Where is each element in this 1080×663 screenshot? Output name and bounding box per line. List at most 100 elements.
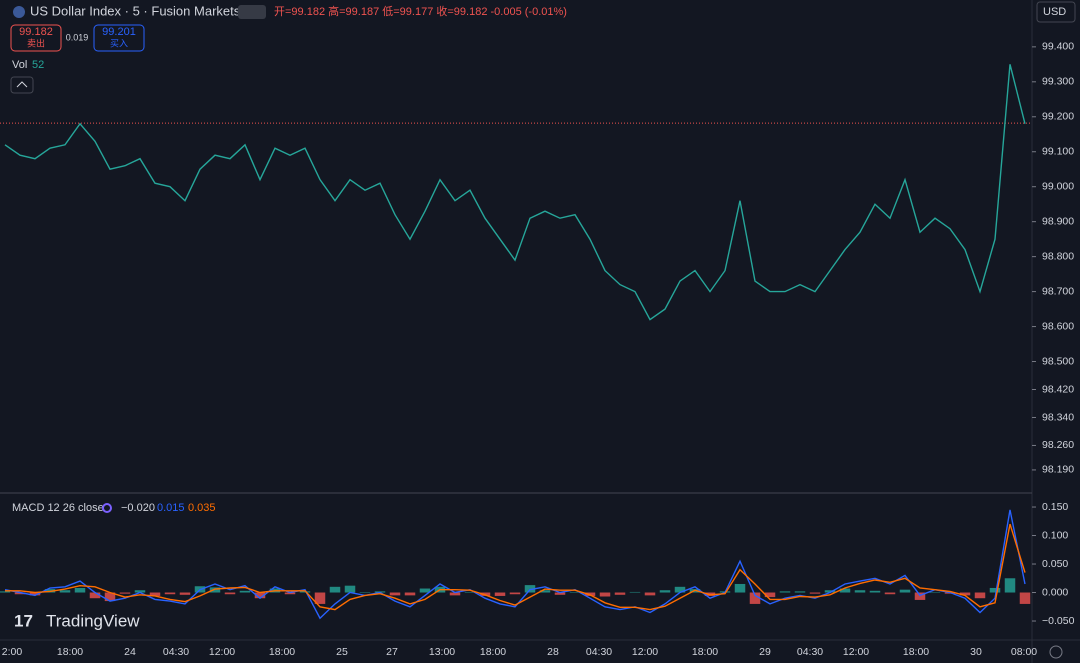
macd-title: MACD 12 26 close bbox=[12, 502, 104, 514]
histogram-bar bbox=[314, 592, 326, 604]
x-tick-label: 24 bbox=[124, 646, 136, 658]
brand: TradingView bbox=[46, 611, 140, 630]
x-tick-label: 04:30 bbox=[797, 646, 823, 658]
histogram-bar bbox=[464, 591, 476, 593]
histogram-bar bbox=[119, 592, 131, 594]
histogram-bar bbox=[29, 592, 41, 596]
histogram-bar bbox=[854, 590, 866, 593]
x-tick-label: 28 bbox=[547, 646, 559, 658]
histogram-bar bbox=[749, 592, 761, 604]
y-tick-label: 99.300 bbox=[1042, 76, 1074, 88]
x-tick-label: 12:00 bbox=[843, 646, 869, 658]
histogram-bar bbox=[824, 590, 836, 593]
x-tick-label: 08:00 bbox=[1011, 646, 1037, 658]
x-tick-label: 29 bbox=[759, 646, 771, 658]
histogram-bar bbox=[809, 592, 821, 594]
macd-value: 0.015 bbox=[157, 502, 185, 514]
y-tick-label: 99.400 bbox=[1042, 41, 1074, 53]
histogram-bar bbox=[659, 590, 671, 593]
x-tick-label: 04:30 bbox=[586, 646, 612, 658]
collapse-button[interactable] bbox=[10, 76, 34, 94]
histogram-bar bbox=[359, 592, 371, 594]
histogram-bar bbox=[914, 592, 926, 600]
ohlc: 开=99.182 高=99.187 低=99.177 收=99.182 -0.0… bbox=[274, 4, 567, 18]
logo-mark: 17 bbox=[14, 611, 33, 630]
y-tick-label: −0.050 bbox=[1042, 615, 1075, 627]
y-tick-label: 98.340 bbox=[1042, 411, 1074, 423]
histogram-bar bbox=[104, 592, 116, 602]
histogram-bar bbox=[224, 592, 236, 595]
x-tick-label: 13:00 bbox=[429, 646, 455, 658]
settings-button[interactable] bbox=[1049, 645, 1063, 659]
sell-label: 卖出 bbox=[27, 37, 45, 48]
signal-value: 0.035 bbox=[188, 502, 216, 514]
spread: 0.019 bbox=[66, 32, 89, 42]
y-tick-label: 98.260 bbox=[1042, 439, 1074, 451]
sell-price: 99.182 bbox=[19, 26, 53, 38]
status-badge bbox=[238, 5, 266, 19]
histogram-bar bbox=[179, 592, 191, 595]
histogram-bar bbox=[764, 592, 776, 598]
series-line bbox=[4, 509, 1026, 620]
histogram-bar bbox=[239, 590, 251, 593]
histogram-bar bbox=[1004, 578, 1016, 593]
y-tick-label: 98.600 bbox=[1042, 320, 1074, 332]
histogram-bar bbox=[284, 592, 296, 595]
x-tick-label: 18:00 bbox=[269, 646, 295, 658]
histogram-bar bbox=[539, 590, 551, 593]
histogram-bar bbox=[89, 592, 101, 599]
sell-button[interactable] bbox=[10, 24, 62, 52]
histogram-bar bbox=[149, 592, 161, 596]
x-tick-label: 2:00 bbox=[2, 646, 23, 658]
histogram-bar bbox=[0, 591, 11, 593]
histogram-bar bbox=[794, 591, 806, 593]
histogram-bar bbox=[839, 588, 851, 593]
y-tick-label: 98.700 bbox=[1042, 285, 1074, 297]
currency: USD bbox=[1043, 6, 1066, 18]
vol-label: Vol bbox=[12, 59, 27, 71]
y-tick-label: 98.420 bbox=[1042, 383, 1074, 395]
histogram-bar bbox=[164, 592, 176, 595]
histogram-bar bbox=[614, 592, 626, 595]
buy-label: 买入 bbox=[110, 38, 128, 48]
histogram-bar bbox=[779, 591, 791, 593]
x-tick-label: 04:30 bbox=[163, 646, 189, 658]
histogram-bar bbox=[254, 592, 266, 599]
histogram-bar bbox=[869, 590, 881, 593]
histogram-bar bbox=[299, 591, 311, 593]
histogram-bar bbox=[959, 592, 971, 596]
histogram-bar bbox=[734, 583, 746, 593]
y-tick-label: 98.900 bbox=[1042, 215, 1074, 227]
y-tick-label: 0.150 bbox=[1042, 501, 1068, 513]
histogram-bar bbox=[449, 592, 461, 596]
histogram-bar bbox=[674, 586, 686, 593]
histogram-bar bbox=[929, 592, 941, 594]
histogram-bar bbox=[344, 585, 356, 593]
x-tick-label: 18:00 bbox=[480, 646, 506, 658]
symbol-title: US Dollar Index · 5 · Fusion Markets bbox=[30, 3, 241, 18]
histogram-bar bbox=[524, 585, 536, 593]
y-tick-label: 99.000 bbox=[1042, 180, 1074, 192]
histogram-bar bbox=[974, 592, 986, 599]
y-tick-label: 98.190 bbox=[1042, 464, 1074, 476]
histogram-bar bbox=[569, 591, 581, 593]
settings-icon bbox=[102, 503, 112, 513]
histogram-bar bbox=[329, 586, 341, 593]
histogram-bar bbox=[599, 592, 611, 597]
vol-value: 52 bbox=[32, 59, 44, 71]
y-tick-label: 98.800 bbox=[1042, 250, 1074, 262]
histogram-bar bbox=[644, 592, 656, 596]
buy-button[interactable] bbox=[93, 24, 145, 52]
y-tick-label: 99.200 bbox=[1042, 111, 1074, 123]
x-tick-label: 12:00 bbox=[632, 646, 658, 658]
x-tick-label: 18:00 bbox=[692, 646, 718, 658]
histogram-bar bbox=[74, 587, 86, 593]
x-tick-label: 30 bbox=[970, 646, 982, 658]
series-line bbox=[4, 64, 1026, 321]
histogram-bar bbox=[629, 591, 641, 593]
histogram-bar bbox=[509, 592, 521, 595]
currency-button[interactable] bbox=[1036, 1, 1076, 23]
y-tick-label: 98.500 bbox=[1042, 355, 1074, 367]
